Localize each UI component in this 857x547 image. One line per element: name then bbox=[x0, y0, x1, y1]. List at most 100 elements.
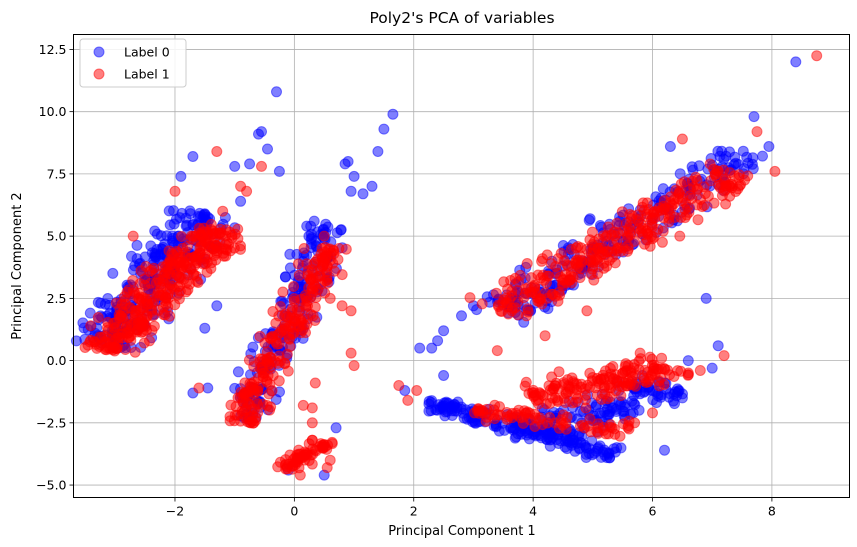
data-point bbox=[599, 406, 610, 418]
data-point bbox=[95, 297, 107, 309]
x-tick-label: −2 bbox=[166, 504, 184, 519]
data-point bbox=[676, 392, 688, 404]
data-point bbox=[581, 305, 593, 317]
legend-label-0: Label 0 bbox=[124, 45, 170, 60]
data-point bbox=[653, 202, 665, 214]
data-point bbox=[152, 286, 164, 298]
data-point bbox=[692, 214, 704, 226]
data-point bbox=[694, 365, 706, 376]
data-point bbox=[393, 380, 405, 391]
data-point bbox=[555, 435, 567, 447]
data-point bbox=[322, 221, 334, 233]
data-point bbox=[331, 227, 343, 239]
legend-marker-label-0 bbox=[93, 46, 105, 58]
data-point bbox=[502, 283, 514, 295]
data-point bbox=[121, 321, 132, 333]
data-point bbox=[168, 249, 180, 261]
data-point bbox=[657, 225, 669, 237]
data-point bbox=[591, 389, 603, 401]
data-point bbox=[411, 385, 423, 396]
data-point bbox=[190, 253, 202, 265]
data-point bbox=[629, 236, 640, 247]
data-point bbox=[617, 367, 629, 379]
data-point bbox=[620, 217, 632, 229]
data-point bbox=[281, 463, 293, 475]
data-point bbox=[271, 86, 282, 98]
data-point bbox=[432, 335, 444, 347]
data-point bbox=[583, 214, 595, 226]
data-point bbox=[211, 245, 223, 257]
x-tick-label: 8 bbox=[768, 504, 776, 519]
data-point bbox=[308, 215, 320, 227]
data-point bbox=[241, 185, 253, 197]
data-point bbox=[560, 423, 572, 435]
data-point bbox=[175, 170, 187, 182]
data-point bbox=[438, 370, 450, 381]
data-point bbox=[539, 287, 551, 299]
data-point bbox=[614, 430, 626, 442]
data-point bbox=[674, 230, 686, 242]
x-axis-label: Principal Component 1 bbox=[388, 524, 535, 539]
data-point bbox=[609, 446, 621, 458]
data-point bbox=[345, 347, 357, 359]
data-point bbox=[641, 197, 653, 209]
data-point bbox=[107, 267, 119, 279]
data-point bbox=[521, 310, 532, 322]
data-point bbox=[552, 295, 564, 307]
data-point bbox=[139, 251, 151, 263]
data-point bbox=[683, 206, 695, 218]
data-point bbox=[187, 230, 199, 242]
chart-title: Poly2's PCA of variables bbox=[369, 9, 554, 27]
data-point bbox=[187, 151, 199, 162]
data-point bbox=[211, 300, 223, 312]
plot-frame bbox=[73, 34, 850, 498]
data-point bbox=[265, 401, 277, 413]
data-point bbox=[693, 160, 705, 172]
data-point bbox=[294, 469, 306, 481]
data-point bbox=[210, 254, 222, 266]
data-point bbox=[235, 195, 247, 207]
data-point bbox=[699, 188, 711, 200]
y-axis-ticks: −5.0 −2.5 0.0 2.5 5.0 7.5 10.0 12.5 bbox=[36, 42, 74, 493]
data-point bbox=[544, 397, 556, 409]
data-point bbox=[330, 422, 342, 434]
series-label-1 bbox=[79, 50, 823, 481]
data-point bbox=[202, 228, 214, 240]
data-point bbox=[284, 248, 296, 260]
data-point bbox=[238, 388, 250, 400]
data-point bbox=[280, 271, 291, 283]
data-point bbox=[274, 327, 285, 339]
data-point bbox=[135, 321, 147, 333]
data-point bbox=[102, 333, 114, 345]
data-point bbox=[267, 306, 279, 317]
data-point bbox=[724, 146, 735, 158]
data-point bbox=[438, 325, 450, 337]
data-point bbox=[517, 417, 529, 429]
data-point bbox=[647, 365, 659, 377]
data-point bbox=[582, 379, 593, 391]
data-point bbox=[309, 377, 321, 389]
data-point bbox=[634, 347, 646, 359]
data-point bbox=[263, 388, 275, 400]
data-point bbox=[630, 380, 641, 392]
x-tick-label: 0 bbox=[290, 504, 298, 519]
data-point bbox=[184, 278, 196, 290]
data-point bbox=[606, 422, 618, 434]
legend-marker-label-1 bbox=[93, 68, 105, 80]
data-point bbox=[259, 337, 271, 349]
data-point bbox=[532, 394, 544, 406]
data-point bbox=[277, 286, 289, 298]
data-point bbox=[565, 270, 577, 282]
data-point bbox=[492, 409, 503, 421]
data-point bbox=[575, 242, 587, 254]
data-point bbox=[473, 403, 485, 415]
data-point bbox=[291, 449, 303, 461]
data-point bbox=[757, 150, 768, 162]
data-point bbox=[490, 287, 502, 299]
data-point bbox=[199, 322, 211, 334]
y-tick-label: 12.5 bbox=[39, 42, 67, 57]
data-point bbox=[647, 407, 658, 419]
data-point bbox=[669, 386, 681, 398]
data-point bbox=[235, 415, 247, 427]
x-tick-label: 6 bbox=[649, 504, 657, 519]
